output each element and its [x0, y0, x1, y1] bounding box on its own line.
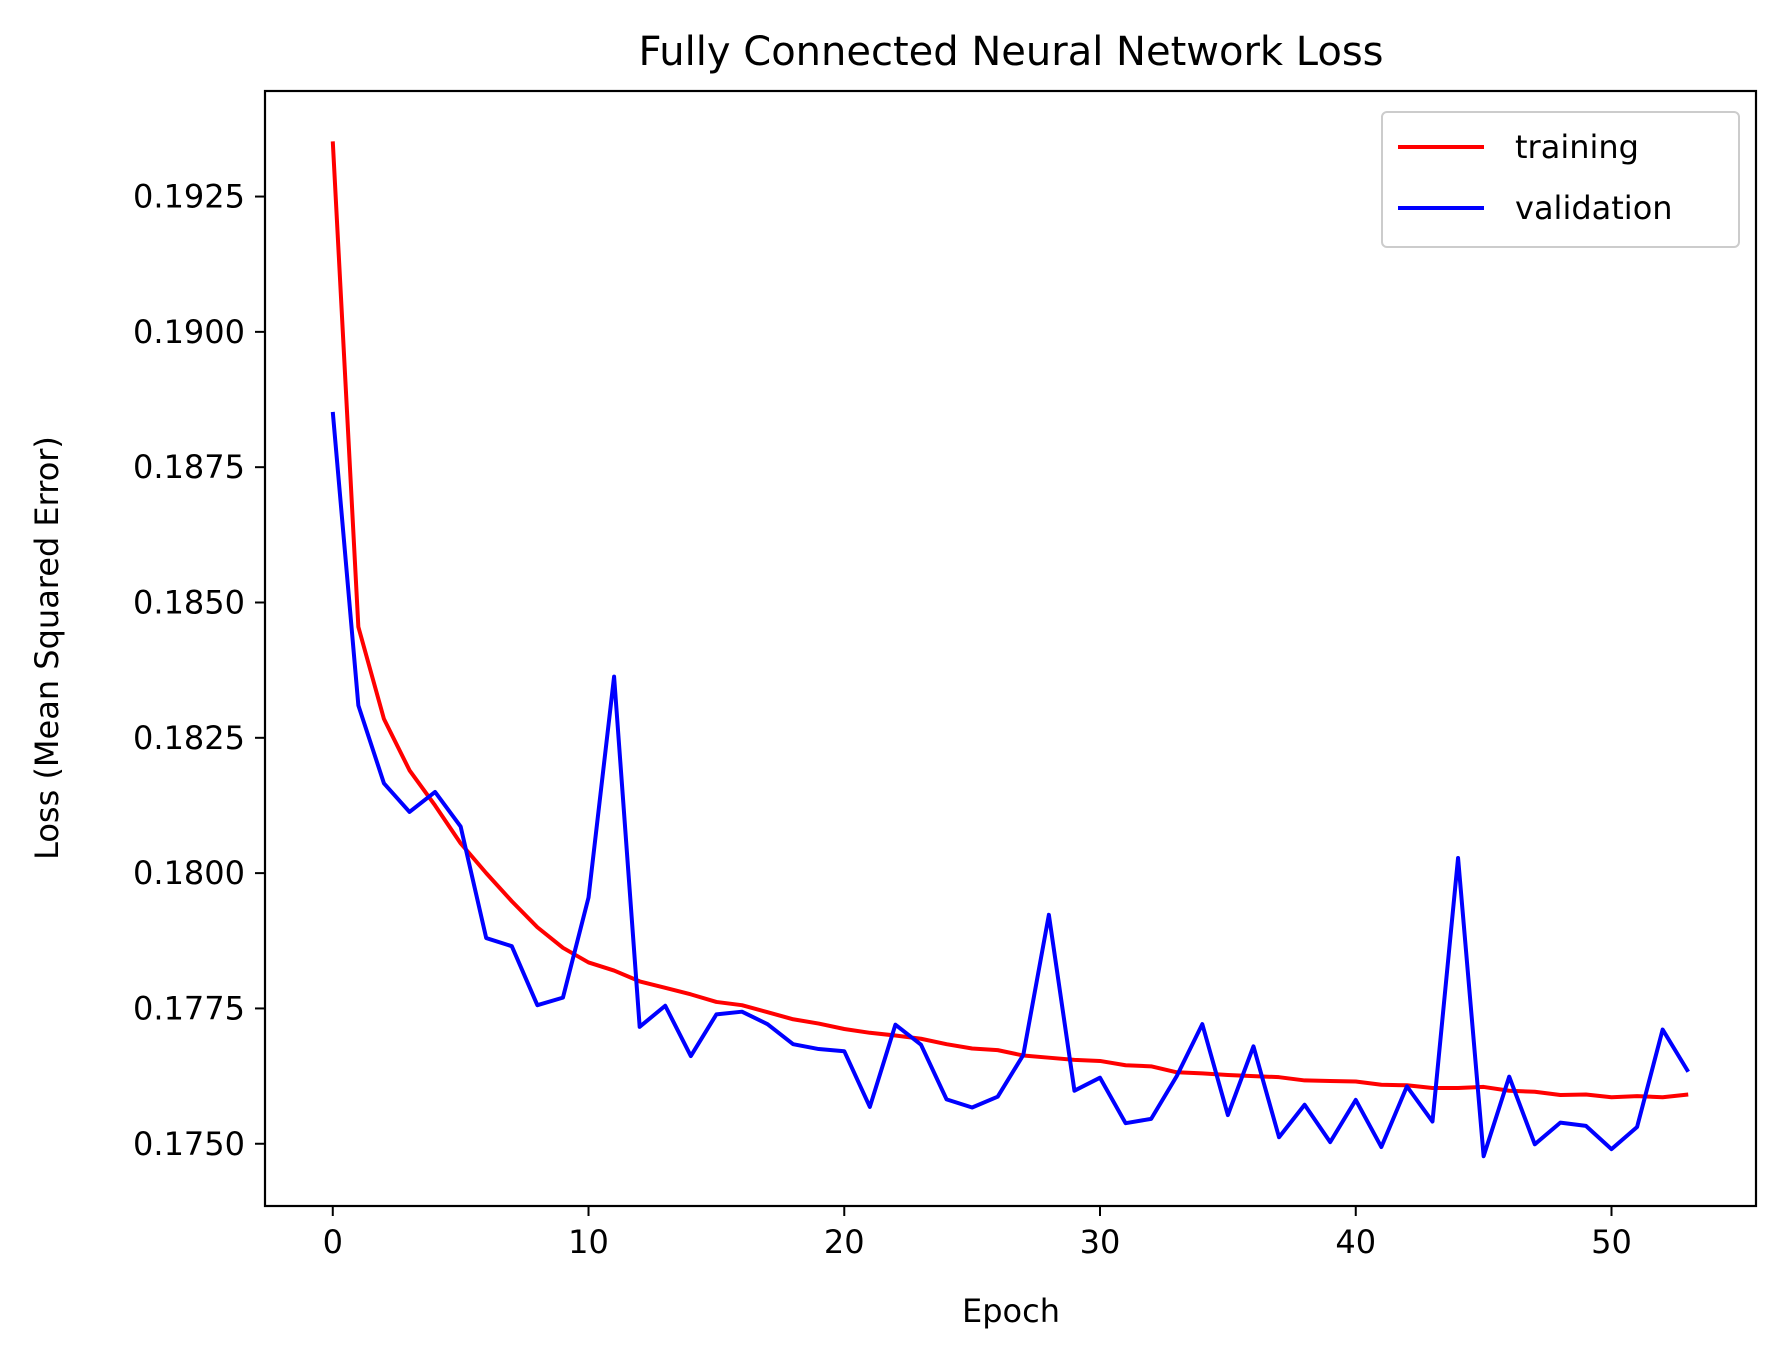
y-tick-label: 0.1775: [133, 989, 245, 1027]
y-tick-label: 0.1875: [133, 448, 245, 486]
y-tick-label: 0.1850: [133, 583, 245, 621]
legend-label-training: training: [1515, 128, 1639, 166]
series-line-validation: [330, 411, 1690, 1159]
x-tick-label: 30: [1080, 1223, 1121, 1261]
series-line-training: [330, 141, 1689, 1100]
chart-title: Fully Connected Neural Network Loss: [638, 29, 1383, 75]
plot-area-frame: [263, 89, 1758, 1208]
plot-series: [330, 141, 1690, 1159]
y-axis-ticks: 0.1750 0.1775 0.1800 0.1825 0.1850 0.1875 0.19…: [133, 178, 265, 1163]
y-tick-label: 0.1925: [133, 178, 245, 216]
x-tick-label: 40: [1335, 1223, 1376, 1261]
legend-label-validation: validation: [1515, 189, 1673, 227]
y-tick-label: 0.1750: [133, 1125, 245, 1163]
x-axis-label: Epoch: [962, 1292, 1060, 1330]
x-tick-label: 50: [1591, 1223, 1632, 1261]
y-tick-label: 0.1825: [133, 719, 245, 757]
y-axis-label: Loss (Mean Squared Error): [28, 436, 66, 860]
x-tick-label: 0: [323, 1223, 343, 1261]
x-axis-ticks: 0 10 20 30 40 50: [323, 1206, 1632, 1261]
y-tick-label: 0.1800: [133, 854, 245, 892]
x-tick-label: 20: [824, 1223, 865, 1261]
y-tick-label: 0.1900: [133, 313, 245, 351]
legend: training validation: [1381, 111, 1740, 248]
x-tick-label: 10: [568, 1223, 609, 1261]
